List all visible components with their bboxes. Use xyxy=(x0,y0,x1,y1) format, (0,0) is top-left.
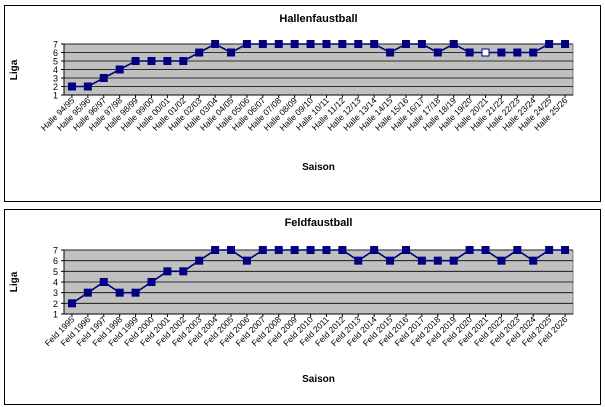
data-point xyxy=(433,256,442,265)
y-tick-label: 4 xyxy=(53,278,58,288)
data-point xyxy=(290,40,299,48)
y-tick-label: 4 xyxy=(53,65,58,75)
data-point xyxy=(147,278,156,286)
data-point xyxy=(354,40,363,48)
data-point xyxy=(99,74,108,82)
data-point xyxy=(561,40,570,48)
y-tick-label: 6 xyxy=(53,256,58,266)
y-tick-label: 2 xyxy=(53,82,58,92)
data-point xyxy=(163,267,172,276)
data-point xyxy=(529,48,538,57)
data-point xyxy=(401,246,410,254)
data-point xyxy=(561,246,570,254)
data-point xyxy=(465,48,474,57)
data-point xyxy=(227,246,236,254)
data-point xyxy=(131,57,140,65)
data-point xyxy=(179,57,188,65)
data-point xyxy=(513,48,522,57)
data-point xyxy=(163,57,172,65)
data-point xyxy=(274,40,283,48)
x-axis-label: Saison xyxy=(302,162,335,173)
y-tick-label: 6 xyxy=(53,48,58,58)
data-point xyxy=(147,57,156,65)
chart-title: Feldfaustball xyxy=(285,217,353,229)
data-point xyxy=(131,288,140,297)
data-point xyxy=(481,246,490,254)
data-point xyxy=(449,256,458,265)
data-point xyxy=(322,40,331,48)
data-point xyxy=(306,246,315,254)
data-point xyxy=(401,40,410,48)
data-point xyxy=(481,48,490,57)
data-point xyxy=(370,246,379,254)
data-point xyxy=(545,40,554,48)
data-point xyxy=(449,40,458,48)
data-point xyxy=(211,40,220,48)
data-point xyxy=(179,267,188,276)
data-point xyxy=(417,256,426,265)
data-point xyxy=(67,299,76,308)
data-point xyxy=(115,65,124,74)
data-point xyxy=(338,246,347,254)
data-point xyxy=(242,40,251,48)
data-point xyxy=(513,246,522,254)
data-point xyxy=(386,48,395,57)
data-point xyxy=(354,256,363,265)
y-tick-label: 7 xyxy=(53,40,58,50)
y-axis-label: Liga xyxy=(9,271,20,292)
chart-panel-feldfaustball: Feldfaustball 1 2 3 4 5 6 7 Feld 1995 Feld 1996 Fe… xyxy=(4,209,601,405)
y-tick-label: 5 xyxy=(53,57,58,67)
data-point xyxy=(433,48,442,57)
y-tick-label: 3 xyxy=(53,74,58,84)
data-point xyxy=(386,256,395,265)
data-point xyxy=(497,256,506,265)
chart-panel-hallenfaustball: Hallenfaustball 1 2 3 4 5 6 7 Halle 94/95 Halle 9… xyxy=(4,5,601,202)
data-point xyxy=(322,246,331,254)
data-point xyxy=(195,256,204,265)
x-axis-label: Saison xyxy=(302,374,335,385)
data-point xyxy=(529,256,538,265)
y-tick-label: 7 xyxy=(53,246,58,256)
chart-title: Hallenfaustball xyxy=(279,13,357,25)
data-point xyxy=(417,40,426,48)
y-tick-label: 5 xyxy=(53,267,58,277)
data-point xyxy=(258,246,267,254)
data-point xyxy=(242,256,251,265)
data-point xyxy=(83,288,92,297)
data-point xyxy=(258,40,267,48)
data-point xyxy=(306,40,315,48)
y-tick-label: 2 xyxy=(53,299,58,309)
data-point xyxy=(195,48,204,57)
data-point xyxy=(227,48,236,57)
y-axis-label: Liga xyxy=(9,59,20,80)
y-tick-label: 1 xyxy=(53,310,58,320)
data-point xyxy=(274,246,283,254)
data-point xyxy=(99,278,108,286)
data-point xyxy=(290,246,299,254)
data-point xyxy=(545,246,554,254)
data-point xyxy=(211,246,220,254)
data-point xyxy=(497,48,506,57)
data-point xyxy=(370,40,379,48)
data-point xyxy=(465,246,474,254)
data-point xyxy=(83,82,92,91)
data-point xyxy=(338,40,347,48)
data-point xyxy=(115,288,124,297)
y-tick-label: 1 xyxy=(53,91,58,101)
data-point xyxy=(67,82,76,91)
y-tick-label: 3 xyxy=(53,288,58,298)
